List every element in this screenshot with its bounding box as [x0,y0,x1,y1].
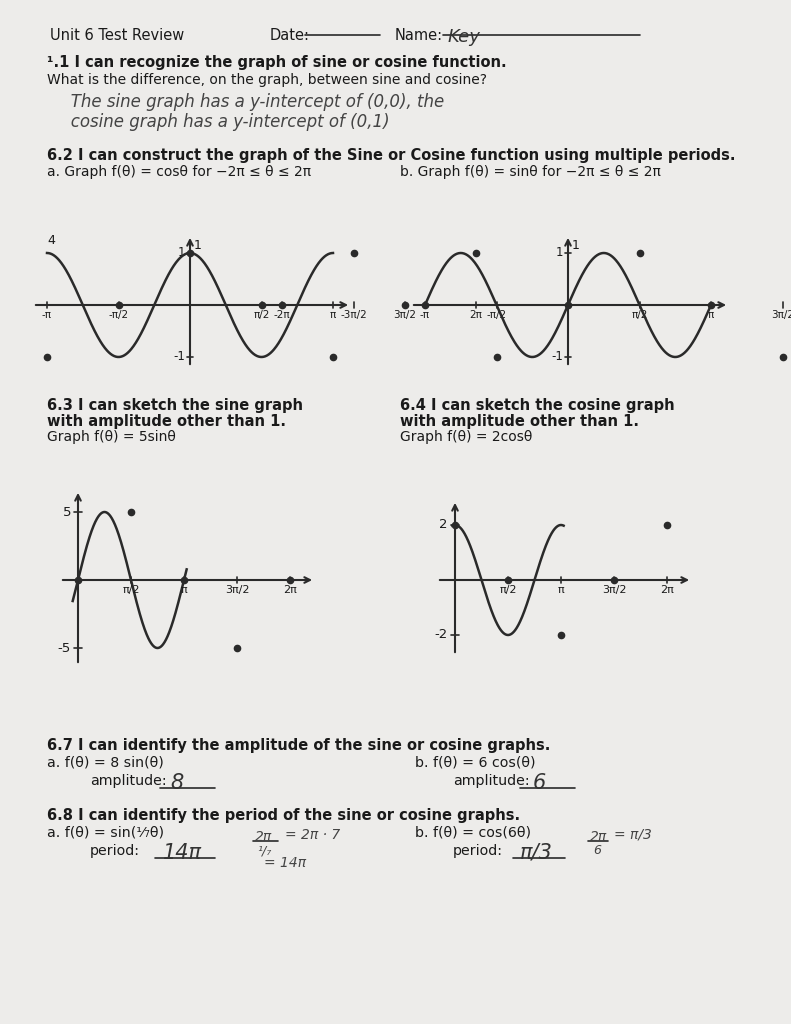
Text: 1: 1 [177,247,185,259]
Text: π: π [558,585,564,595]
Text: -2: -2 [435,629,448,641]
Text: 3π/2: 3π/2 [771,310,791,319]
Text: amplitude:: amplitude: [90,774,167,788]
Text: cosine graph has a y-intercept of (0,1): cosine graph has a y-intercept of (0,1) [55,113,390,131]
Text: 2π: 2π [283,585,297,595]
Text: What is the difference, on the graph, between sine and cosine?: What is the difference, on the graph, be… [47,73,487,87]
Text: -π: -π [42,310,52,319]
Text: 3π/2: 3π/2 [393,310,416,319]
Text: b. f(θ) = cos(6θ): b. f(θ) = cos(6θ) [415,826,531,840]
Text: 2π: 2π [470,310,483,319]
Text: Graph f(θ) = 2cosθ: Graph f(θ) = 2cosθ [400,430,532,444]
Text: ¹.1 I can recognize the graph of sine or cosine function.: ¹.1 I can recognize the graph of sine or… [47,55,506,70]
Text: amplitude:: amplitude: [453,774,530,788]
Text: 4: 4 [47,234,55,248]
Text: π: π [708,310,714,319]
Text: -1: -1 [173,350,185,364]
Text: -π/2: -π/2 [108,310,129,319]
Text: 2π: 2π [660,585,674,595]
Text: 6.4 I can sketch the cosine graph: 6.4 I can sketch the cosine graph [400,398,675,413]
Text: = 14π: = 14π [264,856,306,870]
Text: Graph f(θ) = 5sinθ: Graph f(θ) = 5sinθ [47,430,176,444]
Text: with amplitude other than 1.: with amplitude other than 1. [47,414,286,429]
Text: a. f(θ) = 8 sin(θ): a. f(θ) = 8 sin(θ) [47,756,164,770]
Text: 1: 1 [572,239,580,252]
Text: π/2: π/2 [253,310,270,319]
Text: a. Graph f(θ) = cosθ for −2π ≤ θ ≤ 2π: a. Graph f(θ) = cosθ for −2π ≤ θ ≤ 2π [47,165,311,179]
Text: -π: -π [420,310,430,319]
Text: 8: 8 [170,773,184,793]
Text: 6.3 I can sketch the sine graph: 6.3 I can sketch the sine graph [47,398,303,413]
Text: -π/2: -π/2 [486,310,506,319]
Text: Date:: Date: [270,28,310,43]
Text: 3π/2: 3π/2 [602,585,626,595]
Text: Unit 6 Test Review: Unit 6 Test Review [50,28,184,43]
Text: 14π: 14π [163,843,202,863]
Text: π: π [330,310,336,319]
Text: with amplitude other than 1.: with amplitude other than 1. [400,414,639,429]
Text: 5: 5 [62,506,71,518]
Text: ¹/₇: ¹/₇ [257,844,271,857]
Text: 6.7 I can identify the amplitude of the sine or cosine graphs.: 6.7 I can identify the amplitude of the … [47,738,551,753]
Text: π: π [180,585,187,595]
Text: π/3: π/3 [520,843,553,863]
Text: 2π: 2π [590,830,607,844]
Text: -1: -1 [551,350,563,364]
Text: 1: 1 [555,247,563,259]
Text: Name:: Name: [395,28,443,43]
Text: 6: 6 [533,773,547,793]
Text: period:: period: [90,844,140,858]
Text: 6.8 I can identify the period of the sine or cosine graphs.: 6.8 I can identify the period of the sin… [47,808,520,823]
Text: π/2: π/2 [499,585,517,595]
Text: = 2π · 7: = 2π · 7 [285,828,340,842]
Text: b. Graph f(θ) = sinθ for −2π ≤ θ ≤ 2π: b. Graph f(θ) = sinθ for −2π ≤ θ ≤ 2π [400,165,660,179]
Text: a. f(θ) = sin(¹⁄₇θ): a. f(θ) = sin(¹⁄₇θ) [47,826,164,840]
Text: -2π: -2π [274,310,290,319]
Text: -5: -5 [58,641,71,654]
Text: 6.2 I can construct the graph of the Sine or Cosine function using multiple peri: 6.2 I can construct the graph of the Sin… [47,148,736,163]
Text: π/2: π/2 [631,310,648,319]
Text: b. f(θ) = 6 cos(θ): b. f(θ) = 6 cos(θ) [415,756,536,770]
Text: period:: period: [453,844,503,858]
Text: 6: 6 [593,844,601,857]
Text: The sine graph has a y-intercept of (0,0), the: The sine graph has a y-intercept of (0,0… [55,93,445,111]
Text: 2: 2 [440,518,448,531]
Text: 2π: 2π [255,830,272,844]
Text: Key: Key [448,28,481,46]
Text: = π/3: = π/3 [614,828,652,842]
Text: 3π/2: 3π/2 [225,585,249,595]
Text: -3π/2: -3π/2 [340,310,367,319]
Text: π/2: π/2 [123,585,140,595]
Text: 1: 1 [194,239,202,252]
